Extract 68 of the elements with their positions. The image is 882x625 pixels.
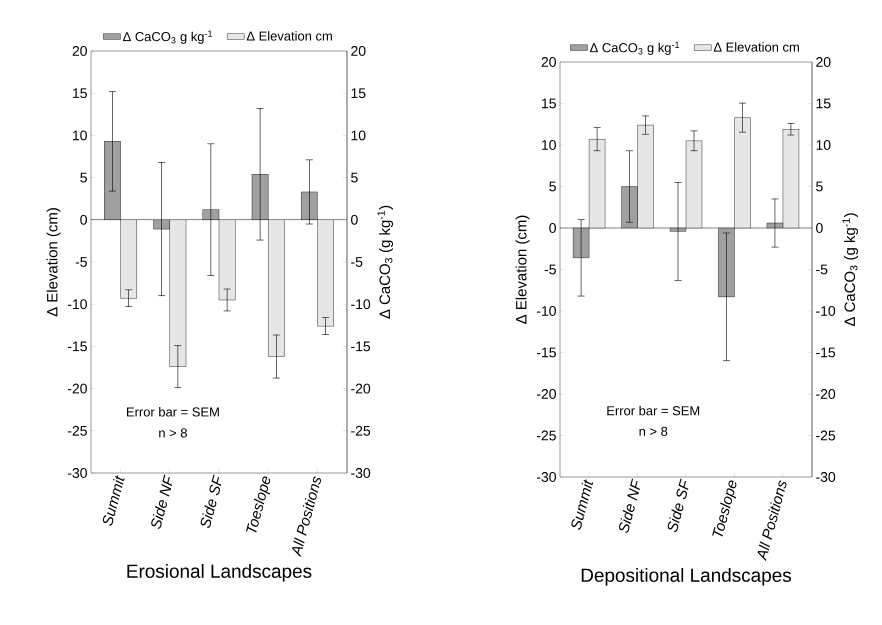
x-axis-title: Depositional Landscapes	[582, 568, 792, 586]
y2-tick-label: -30	[816, 472, 836, 482]
y-tick-label: -15	[536, 348, 556, 358]
y2-tick-label: 0	[816, 223, 823, 233]
y2-tick-label: -20	[816, 389, 836, 399]
y-axis-title: Δ Elevation (cm)	[46, 208, 60, 316]
y-tick-label: 0	[549, 223, 556, 233]
annotation: n > 8	[640, 426, 668, 436]
x-tick-label: Toeslope	[712, 480, 736, 536]
x-tick-label: Summit	[102, 475, 125, 526]
y-tick-label: 0	[80, 214, 87, 225]
legend-label: Δ Elevation cm	[246, 31, 332, 41]
y-tick-label: -15	[68, 342, 87, 352]
annotation: Error bar = SEM	[607, 406, 700, 416]
y2-tick-label: -5	[816, 264, 828, 274]
y-tick-label: -25	[536, 430, 556, 440]
y2-tick-label: -25	[816, 430, 836, 440]
y2-tick-label: 0	[351, 214, 358, 225]
x-tick-label: Side NF	[619, 478, 640, 533]
y2-tick-label: -15	[816, 348, 836, 358]
y-tick-label: 15	[542, 98, 556, 108]
x-tick-label: All Positions	[292, 476, 321, 558]
x-tick-label: Summit	[571, 479, 594, 530]
y2-tick-label: -20	[351, 384, 370, 394]
y-tick-label: -30	[536, 472, 556, 482]
annotation: Error bar = SEM	[127, 407, 219, 417]
y-tick-label: 10	[542, 140, 556, 150]
y2-tick-label: 15	[816, 98, 830, 108]
y2-tick-label: -30	[351, 468, 370, 478]
y2-tick-label: 10	[816, 140, 830, 150]
x-tick-label: Side SF	[668, 478, 688, 532]
y2-tick-label: 15	[352, 88, 366, 98]
y2-tick-label: -10	[351, 299, 370, 310]
y-tick-label: 20	[542, 57, 556, 67]
y2-tick-label: -10	[816, 306, 836, 316]
legend-label: Δ CaCO$_{3}$ g kg$^{-1}$	[123, 30, 212, 44]
annotation: n > 8	[159, 428, 187, 438]
x-tick-label: Side SF	[200, 474, 222, 528]
y-tick-label: -20	[536, 389, 556, 399]
y2-axis-title: Δ CaCO$_{3}$ (g kg$^{-1}$)	[378, 206, 394, 319]
x-tick-label: Toeslope	[246, 476, 270, 532]
y-tick-label: 5	[80, 172, 87, 182]
y-tick-label: -20	[68, 384, 87, 394]
y-tick-label: -5	[76, 257, 87, 267]
x-tick-label: Side NF	[151, 474, 172, 529]
y-tick-label: 20	[72, 46, 87, 56]
y-axis-title: Δ Elevation (cm)	[516, 216, 530, 324]
y-tick-label: 15	[73, 88, 87, 98]
y-tick-label: -10	[536, 306, 556, 316]
x-axis-title: Erosional Landscapes	[127, 564, 312, 582]
y2-tick-label: 10	[352, 130, 366, 140]
y2-axis-title: Δ CaCO$_{3}$ (g kg$^{-1}$)	[842, 213, 858, 326]
y-tick-label: -5	[544, 264, 556, 274]
y2-tick-label: -25	[351, 426, 370, 436]
y2-tick-label: 20	[351, 46, 366, 56]
y2-tick-label: -5	[351, 257, 362, 267]
y-tick-label: -10	[68, 299, 87, 310]
y2-tick-label: 5	[816, 182, 823, 192]
y-tick-label: 5	[549, 182, 556, 192]
x-tick-label: All Positions	[758, 480, 786, 562]
y-tick-label: -25	[68, 426, 87, 436]
legend-label: Δ Elevation cm	[714, 42, 799, 52]
y-tick-label: 10	[73, 130, 87, 140]
y2-tick-label: -15	[351, 342, 370, 352]
y-tick-label: -30	[68, 468, 87, 478]
y2-tick-label: 20	[816, 57, 830, 67]
legend-label: Δ CaCO$_{3}$ g kg$^{-1}$	[590, 42, 680, 55]
y2-tick-label: 5	[351, 172, 358, 182]
